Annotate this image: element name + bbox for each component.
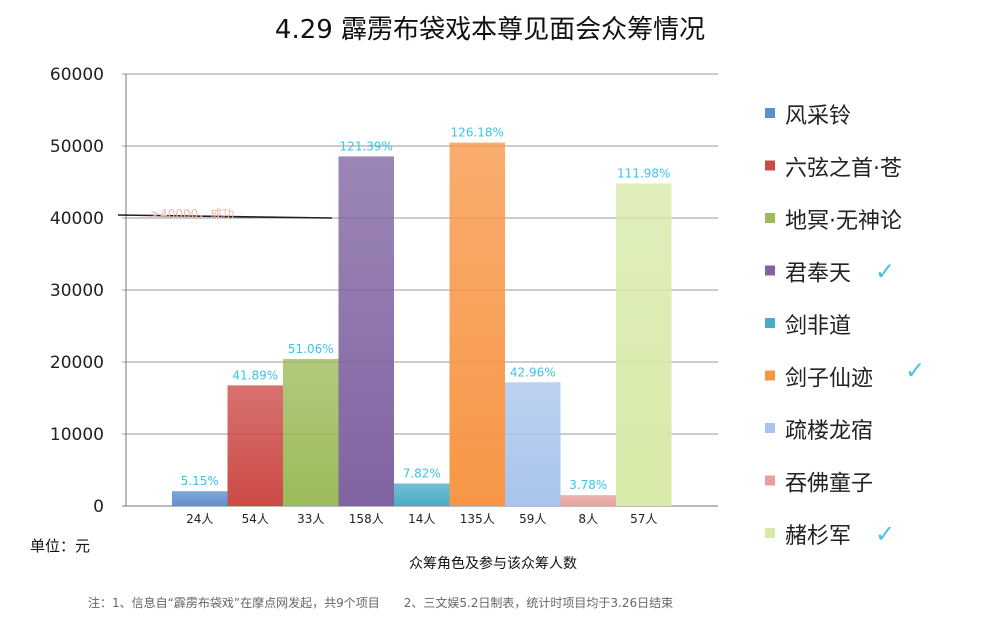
y-tick-label: 50000: [50, 137, 104, 157]
data-label: 5.15%: [181, 474, 219, 488]
x-axis-title: 众筹角色及参与该众筹人数: [409, 555, 577, 572]
threshold-line: [117, 214, 333, 219]
x-tick-label: 14人: [408, 512, 435, 526]
x-tick-label: 24人: [186, 512, 213, 526]
y-axis-ticks: 0 10000 20000 30000 40000 50000 60000: [50, 65, 104, 517]
bar: [616, 183, 672, 506]
threshold-annotation: >40000，成功: [117, 207, 333, 221]
y-tick-label: 40000: [50, 209, 104, 229]
data-label: 51.06%: [288, 342, 334, 356]
x-tick-label: 57人: [630, 512, 657, 526]
x-tick-label: 158人: [349, 512, 384, 526]
threshold-label: >40000，成功: [150, 207, 234, 221]
bar: [560, 495, 616, 506]
check-icon: ✓: [875, 258, 895, 286]
legend-label: 赭杉军: [785, 524, 851, 549]
bar: [394, 483, 450, 506]
x-tick-label: 33人: [297, 512, 324, 526]
legend-swatch: [765, 108, 775, 118]
legend-swatch: [765, 160, 775, 171]
data-label: 111.98%: [617, 166, 670, 180]
legend-swatch: [765, 318, 775, 328]
x-tick-label: 59人: [519, 512, 546, 526]
legend-swatch: [765, 528, 775, 538]
x-axis-ticks: 24人 54人 33人 158人 14人 135人 59人 8人 57人: [186, 512, 657, 526]
percent-labels: 5.15% 41.89% 51.06% 121.39% 7.82% 126.18% 42.9…: [181, 126, 671, 493]
legend-swatch: [765, 423, 775, 433]
bar: [283, 358, 339, 506]
legend-swatch: [765, 265, 775, 276]
legend-label: 地冥·无神论: [785, 209, 902, 234]
footnote: 注：1、信息自“霹雳布袋戏”在摩点网发起，共9个项目 2、三文娱5.2日制表，统…: [88, 595, 673, 610]
bar: [172, 491, 228, 506]
y-tick-label: 30000: [50, 281, 104, 301]
check-icon: ✓: [875, 520, 895, 548]
legend-label: 吞佛童子: [785, 472, 873, 497]
bar: [505, 382, 561, 506]
bars: [172, 142, 672, 507]
x-tick-label: 135人: [460, 512, 495, 526]
legend-label: 风采铃: [785, 104, 851, 129]
y-tick-label: 0: [93, 497, 104, 517]
legend-label: 剑非道: [785, 314, 851, 339]
data-label: 41.89%: [232, 368, 278, 382]
data-label: 121.39%: [340, 139, 393, 153]
y-tick-label: 60000: [50, 65, 104, 85]
legend-label: 六弦之首·苍: [785, 157, 902, 182]
check-icon: ✓: [905, 357, 925, 385]
legend-swatch: [765, 213, 775, 223]
data-label: 42.96%: [510, 365, 556, 379]
x-tick-label: 54人: [242, 512, 269, 526]
legend-swatch: [765, 475, 775, 486]
bar: [227, 385, 283, 506]
y-tick-label: 20000: [50, 353, 104, 373]
legend-label: 疏楼龙宿: [785, 419, 873, 444]
gridlines: [122, 73, 718, 507]
legend-label: 剑子仙迹: [785, 367, 873, 392]
bar: [338, 156, 394, 507]
bar: [449, 142, 505, 506]
y-tick-label: 10000: [50, 425, 104, 445]
data-label: 7.82%: [403, 466, 441, 480]
legend-label: 君奉天: [785, 262, 851, 287]
x-tick-label: 8人: [578, 512, 598, 526]
chart-title: 4.29 霹雳布袋戏本尊见面会众筹情况: [275, 15, 705, 45]
data-label: 3.78%: [569, 478, 607, 492]
legend-swatch: [765, 370, 775, 381]
y-axis-unit-label: 单位：元: [30, 537, 90, 555]
data-label: 126.18%: [451, 126, 504, 140]
